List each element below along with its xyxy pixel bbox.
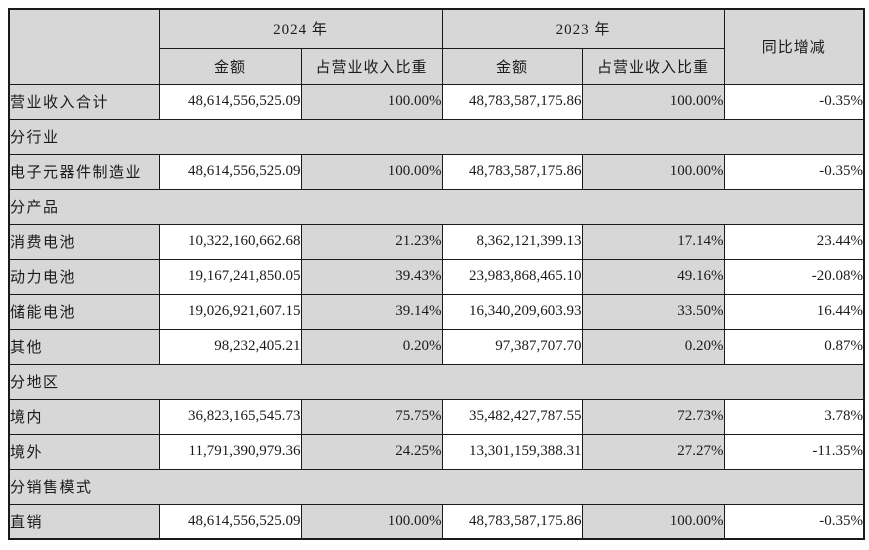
table-row: 直销 48,614,556,525.09 100.00% 48,783,587,175…	[8, 503, 865, 540]
yoy-change-cell: -20.08%	[723, 258, 865, 295]
amount-2024-cell: 19,167,241,850.05	[158, 258, 302, 295]
amount-2024-cell: 36,823,165,545.73	[158, 398, 302, 435]
amount-2024-cell: 48,614,556,525.09	[158, 83, 302, 120]
yoy-change-cell: 16.44%	[723, 293, 865, 330]
ratio-2023-header: 占营业收入比重	[581, 47, 725, 85]
header-row-years: 2024 年 2023 年 同比增减	[8, 8, 865, 85]
amount-2023-cell: 35,482,427,787.55	[441, 398, 583, 435]
yoy-change-cell: -0.35%	[723, 503, 865, 540]
ratio-2023-cell: 72.73%	[581, 398, 725, 435]
amount-2023-cell: 48,783,587,175.86	[441, 503, 583, 540]
row-label-cell: 储能电池	[8, 293, 160, 330]
amount-2024-cell: 10,322,160,662.68	[158, 223, 302, 260]
table-row: 境外 11,791,390,979.36 24.25% 13,301,159,388.…	[8, 433, 865, 470]
corner-blank-cell	[8, 8, 160, 85]
ratio-2023-cell: 100.00%	[581, 503, 725, 540]
ratio-2024-cell: 0.20%	[300, 328, 443, 365]
section-label: 分行业	[8, 118, 865, 155]
year-2024-header: 2024 年	[158, 8, 443, 49]
amount-2024-cell: 48,614,556,525.09	[158, 153, 302, 190]
ratio-2024-header: 占营业收入比重	[300, 47, 443, 85]
row-label-cell: 电子元器件制造业	[8, 153, 160, 190]
section-row: 分产品	[8, 188, 865, 225]
yoy-change-cell: -0.35%	[723, 83, 865, 120]
amount-2024-cell: 19,026,921,607.15	[158, 293, 302, 330]
ratio-2023-cell: 27.27%	[581, 433, 725, 470]
amount-2023-cell: 13,301,159,388.31	[441, 433, 583, 470]
section-row: 分销售模式	[8, 468, 865, 505]
ratio-2023-cell: 49.16%	[581, 258, 725, 295]
amount-2024-header: 金额	[158, 47, 302, 85]
row-label-cell: 营业收入合计	[8, 83, 160, 120]
amount-2023-cell: 48,783,587,175.86	[441, 153, 583, 190]
table-row: 境内 36,823,165,545.73 75.75% 35,482,427,787.…	[8, 398, 865, 435]
amount-2023-cell: 16,340,209,603.93	[441, 293, 583, 330]
amount-2024-cell: 48,614,556,525.09	[158, 503, 302, 540]
table-row: 营业收入合计 48,614,556,525.09 100.00% 48,783,587…	[8, 83, 865, 120]
yoy-change-header: 同比增减	[723, 8, 865, 85]
yoy-change-cell: 23.44%	[723, 223, 865, 260]
amount-2024-cell: 98,232,405.21	[158, 328, 302, 365]
header-row-measures: 金额 占营业收入比重 金额 占营业收入比重	[9, 47, 864, 85]
table-body: 营业收入合计 48,614,556,525.09 100.00% 48,783,587…	[8, 83, 865, 540]
ratio-2024-cell: 100.00%	[300, 503, 443, 540]
ratio-2024-cell: 75.75%	[300, 398, 443, 435]
ratio-2023-cell: 0.20%	[581, 328, 725, 365]
table-row: 电子元器件制造业 48,614,556,525.09 100.00% 48,783,5…	[8, 153, 865, 190]
amount-2023-cell: 48,783,587,175.86	[441, 83, 583, 120]
row-label-cell: 直销	[8, 503, 160, 540]
ratio-2023-cell: 17.14%	[581, 223, 725, 260]
revenue-breakdown-table: 2024 年 2023 年 同比增减 金额 占营业收入比重 金额 占营业收入比重…	[8, 8, 866, 540]
yoy-change-cell: -0.35%	[723, 153, 865, 190]
row-label-cell: 境外	[8, 433, 160, 470]
row-label-cell: 消费电池	[8, 223, 160, 260]
year-2023-header: 2023 年	[441, 8, 725, 49]
row-label-cell: 动力电池	[8, 258, 160, 295]
table-row: 储能电池 19,026,921,607.15 39.14% 16,340,209,60…	[8, 293, 865, 330]
table-header: 2024 年 2023 年 同比增减 金额 占营业收入比重 金额 占营业收入比重	[8, 8, 865, 85]
ratio-2024-cell: 100.00%	[300, 83, 443, 120]
yoy-change-cell: -11.35%	[723, 433, 865, 470]
ratio-2024-cell: 21.23%	[300, 223, 443, 260]
section-label: 分产品	[8, 188, 865, 225]
amount-2023-header: 金额	[441, 47, 583, 85]
ratio-2023-cell: 33.50%	[581, 293, 725, 330]
ratio-2024-cell: 100.00%	[300, 153, 443, 190]
section-label: 分销售模式	[8, 468, 865, 505]
section-label: 分地区	[8, 363, 865, 400]
row-label-cell: 境内	[8, 398, 160, 435]
amount-2024-cell: 11,791,390,979.36	[158, 433, 302, 470]
table-row: 消费电池 10,322,160,662.68 21.23% 8,362,121,399…	[8, 223, 865, 260]
ratio-2024-cell: 39.43%	[300, 258, 443, 295]
section-row: 分行业	[8, 118, 865, 155]
yoy-change-cell: 3.78%	[723, 398, 865, 435]
amount-2023-cell: 8,362,121,399.13	[441, 223, 583, 260]
ratio-2023-cell: 100.00%	[581, 153, 725, 190]
ratio-2023-cell: 100.00%	[581, 83, 725, 120]
ratio-2024-cell: 39.14%	[300, 293, 443, 330]
amount-2023-cell: 97,387,707.70	[441, 328, 583, 365]
table-row: 其他 98,232,405.21 0.20% 97,387,707.70 0.20% 0.…	[8, 328, 865, 365]
section-row: 分地区	[8, 363, 865, 400]
ratio-2024-cell: 24.25%	[300, 433, 443, 470]
table-row: 动力电池 19,167,241,850.05 39.43% 23,983,868,46…	[8, 258, 865, 295]
row-label-cell: 其他	[8, 328, 160, 365]
amount-2023-cell: 23,983,868,465.10	[441, 258, 583, 295]
yoy-change-cell: 0.87%	[723, 328, 865, 365]
